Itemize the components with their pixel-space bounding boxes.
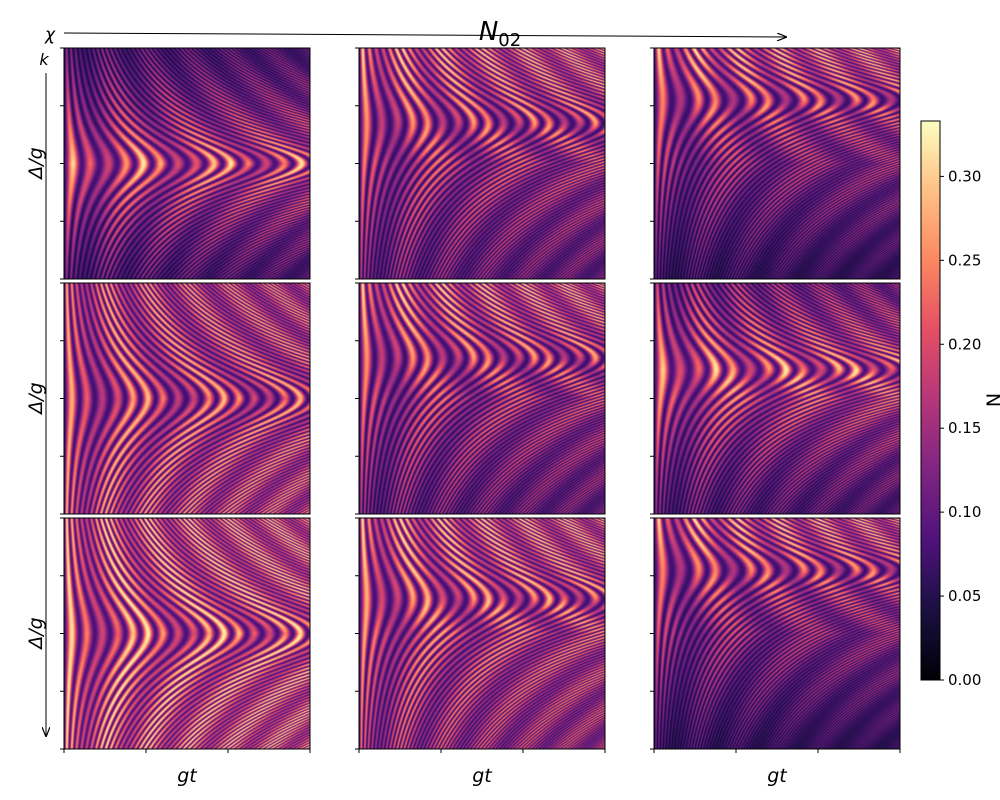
colorbar-tick-label: 0.00 bbox=[948, 671, 981, 689]
y-axis-label-row-2: Δ/g bbox=[25, 382, 47, 415]
heatmap-panel-r3-c3 bbox=[654, 518, 900, 749]
x-axis-label-col-3: gt bbox=[767, 765, 788, 787]
colorbar-gradient bbox=[920, 120, 941, 681]
colorbar-tick-label: 0.10 bbox=[948, 503, 981, 521]
heatmap-panel-r1-c2 bbox=[359, 48, 605, 279]
heatmap-panels bbox=[64, 48, 900, 749]
title-main: N bbox=[479, 17, 498, 47]
colorbar-tick-label: 0.25 bbox=[948, 251, 981, 269]
y-axis-label-row-3: Δ/g bbox=[25, 617, 47, 650]
colorbar-label: N bbox=[983, 393, 1000, 407]
colorbar-tick-label: 0.20 bbox=[948, 335, 981, 353]
colorbar-ticks: 0.00 0.05 0.10 0.15 0.20 0.25 0.30 bbox=[940, 167, 981, 689]
x-axis-label-col-1: gt bbox=[177, 765, 198, 787]
panel-frames bbox=[60, 47, 901, 753]
k-label: k bbox=[39, 50, 49, 69]
heatmap-panel-r3-c2 bbox=[359, 518, 605, 749]
heatmap-panel-r3-c1 bbox=[64, 518, 310, 749]
chi-arrow bbox=[63, 32, 786, 37]
heatmap-panel-r2-c3 bbox=[654, 283, 900, 514]
colorbar-tick-label: 0.30 bbox=[948, 167, 981, 185]
y-axis-label-row-1: Δ/g bbox=[25, 147, 47, 180]
heatmap-panel-r2-c2 bbox=[359, 283, 605, 514]
figure-title: N02 bbox=[479, 17, 521, 51]
heatmap-panel-r2-c1 bbox=[64, 283, 310, 514]
colorbar-tick-label: 0.15 bbox=[948, 419, 981, 437]
x-axis-label-col-2: gt bbox=[472, 765, 493, 787]
chi-label: χ bbox=[44, 25, 56, 45]
heatmap-panel-r1-c3 bbox=[654, 48, 900, 279]
colorbar: 0.00 0.05 0.10 0.15 0.20 0.25 0.30 N bbox=[920, 120, 1000, 689]
heatmap-panel-r1-c1 bbox=[64, 48, 310, 279]
colorbar-tick-label: 0.05 bbox=[948, 587, 981, 605]
